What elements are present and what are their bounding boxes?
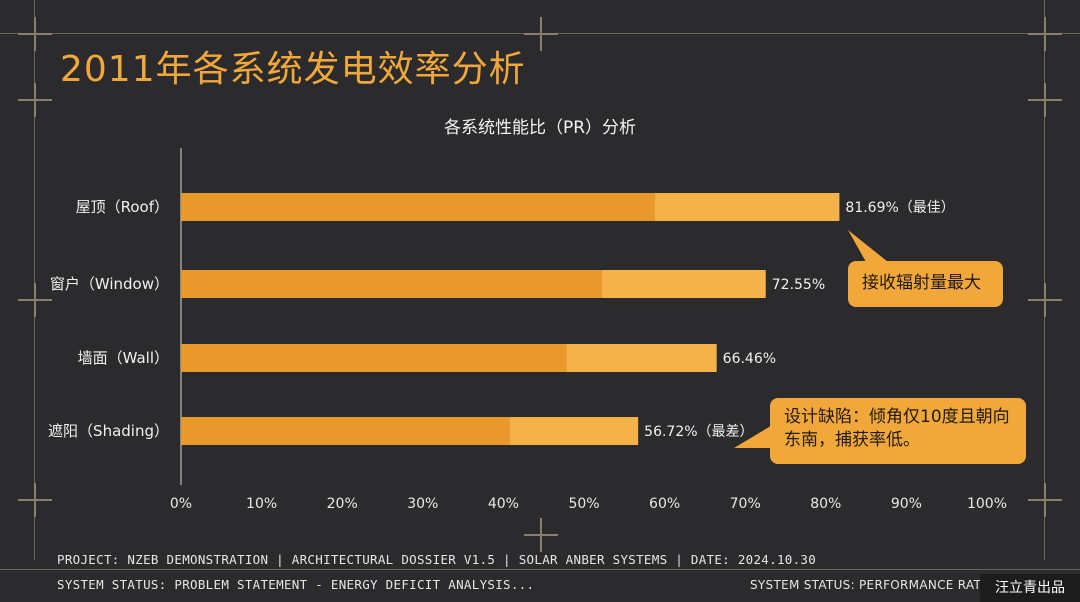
- frame-right-line: [1044, 0, 1045, 560]
- value-label: 81.69%（最佳）: [845, 200, 954, 216]
- crosshair-decoration: [18, 83, 52, 117]
- crosshair-decoration: [1028, 17, 1062, 51]
- footer-performance-status: SYSTEM STATUS: PERFORMANCE RATIO A: [750, 578, 1008, 592]
- bar-2: [181, 344, 717, 372]
- crosshair-decoration: [524, 518, 558, 552]
- x-tick-label: 20%: [327, 496, 358, 512]
- value-label: 72.55%: [772, 277, 825, 293]
- bar-3: [181, 417, 639, 445]
- callout-tail: [734, 424, 774, 448]
- crosshair-decoration: [1028, 83, 1062, 117]
- x-tick-label: 90%: [891, 496, 922, 512]
- category-label: 遮阳（Shading）: [48, 422, 169, 440]
- callout-roof-note: 接收辐射量最大: [848, 261, 1003, 307]
- value-label: 66.46%: [723, 351, 776, 367]
- x-tick-label: 70%: [730, 496, 761, 512]
- watermark: 汪立青出品: [980, 574, 1080, 602]
- crosshair-decoration: [18, 483, 52, 517]
- x-tick-label: 10%: [246, 496, 277, 512]
- crosshair-decoration: [18, 17, 52, 51]
- chart-title: 各系统性能比（PR）分析: [443, 118, 637, 138]
- crosshair-decoration: [1028, 283, 1062, 317]
- x-tick-label: 50%: [568, 496, 599, 512]
- callout-tail: [848, 230, 888, 262]
- bar-dark-segment: [181, 417, 511, 445]
- category-label: 窗户（Window）: [50, 275, 169, 293]
- crosshair-decoration: [1028, 483, 1062, 517]
- bar-dark-segment: [181, 193, 656, 221]
- bar-dark-segment: [181, 344, 567, 372]
- x-tick-label: 100%: [967, 496, 1007, 512]
- callout-shading-note: 设计缺陷：倾角仅10度且朝向东南，捕获率低。: [770, 398, 1026, 464]
- x-tick-label: 40%: [488, 496, 519, 512]
- crosshair-decoration: [524, 17, 558, 51]
- page-title: 2011年各系统发电效率分析: [60, 49, 526, 90]
- footer-project-info: PROJECT: NZEB DEMONSTRATION | ARCHITECTU…: [57, 552, 817, 567]
- category-label: 墙面（Wall）: [78, 349, 169, 367]
- crosshair-decoration: [18, 283, 52, 317]
- x-tick-label: 30%: [407, 496, 438, 512]
- bar-1: [181, 270, 766, 298]
- frame-left-line: [34, 0, 35, 560]
- value-label: 56.72%（最差）: [644, 424, 753, 440]
- bar-0: [181, 193, 840, 221]
- category-label: 屋顶（Roof）: [76, 198, 169, 216]
- footer-system-status: SYSTEM STATUS: PROBLEM STATEMENT - ENERG…: [57, 577, 535, 592]
- bar-dark-segment: [181, 270, 603, 298]
- x-tick-label: 0%: [170, 496, 192, 512]
- footer-divider: [0, 569, 1080, 570]
- x-tick-label: 60%: [649, 496, 680, 512]
- x-tick-label: 80%: [810, 496, 841, 512]
